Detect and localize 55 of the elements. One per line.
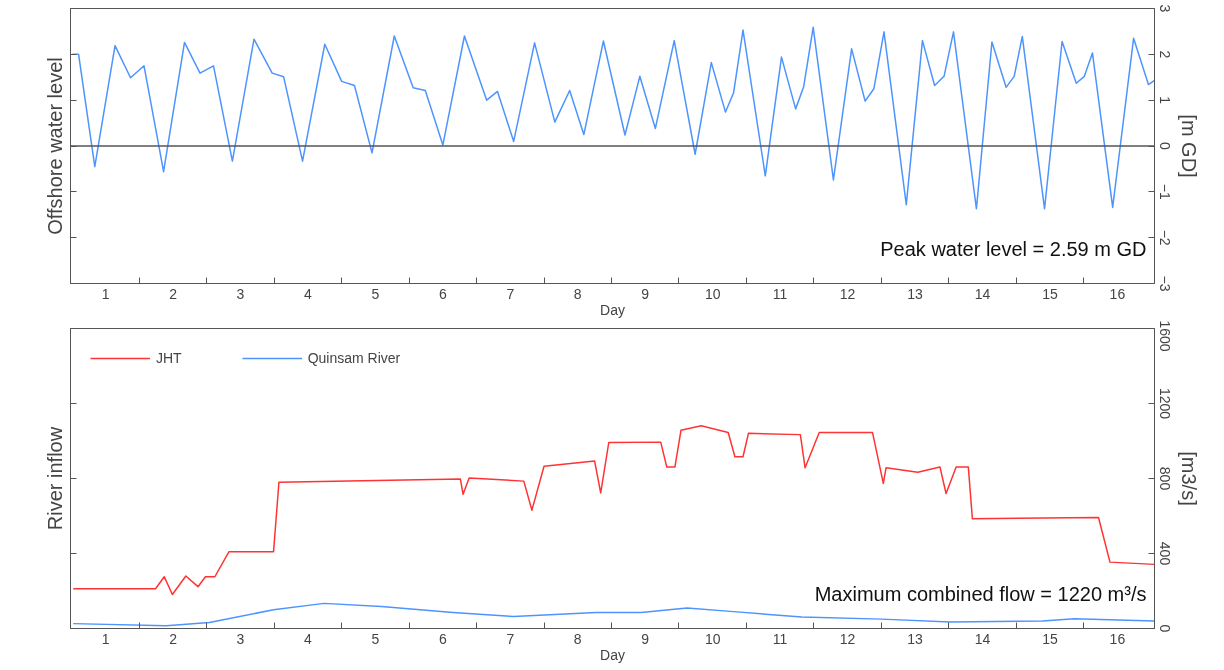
y-tick-label: −1 bbox=[1156, 183, 1173, 201]
x-tick-label: 1 bbox=[101, 630, 110, 647]
legend-label: JHT bbox=[156, 350, 182, 366]
x-tick-label: 5 bbox=[371, 630, 380, 647]
y-tick-label: 0 bbox=[1156, 624, 1173, 633]
x-tick-label: 8 bbox=[573, 285, 582, 302]
y-axis-title: River inflow bbox=[43, 426, 66, 531]
x-tick-label: 8 bbox=[573, 630, 582, 647]
x-axis-title: Day bbox=[600, 301, 625, 318]
y-tick-label: 800 bbox=[1156, 466, 1173, 491]
x-tick-label: 11 bbox=[772, 630, 788, 647]
y-tick-label: 3 bbox=[1156, 4, 1173, 13]
x-tick-label: 16 bbox=[1109, 285, 1126, 302]
y-tick-label: 1 bbox=[1156, 96, 1173, 105]
x-tick-label: 16 bbox=[1109, 630, 1126, 647]
x-tick-label: 4 bbox=[304, 630, 313, 647]
x-tick-label: 9 bbox=[641, 630, 650, 647]
x-tick-label: 6 bbox=[438, 630, 447, 647]
y-tick-label: 1200 bbox=[1156, 387, 1173, 420]
y2-axis-title: [m GD] bbox=[1177, 114, 1200, 178]
x-tick-label: 14 bbox=[974, 285, 991, 302]
x-tick-label: 2 bbox=[169, 630, 178, 647]
x-tick-label: 13 bbox=[907, 630, 924, 647]
y-tick-label: −2 bbox=[1156, 229, 1173, 246]
x-tick-label: 3 bbox=[236, 285, 245, 302]
x-tick-label: 13 bbox=[907, 285, 924, 302]
x-axis-title: Day bbox=[600, 646, 625, 663]
y-tick-label: 1600 bbox=[1156, 320, 1173, 352]
x-tick-label: 10 bbox=[704, 630, 721, 647]
y-axis-title: Offshore water level bbox=[43, 57, 66, 235]
x-tick-label: 10 bbox=[704, 285, 721, 302]
annotation: Peak water level = 2.59 m GD bbox=[880, 237, 1147, 260]
y2-axis-title: [m3/s] bbox=[1177, 451, 1200, 506]
y-tick-label: −3 bbox=[1156, 275, 1173, 292]
x-tick-label: 14 bbox=[974, 630, 991, 647]
y-tick-label: 400 bbox=[1156, 541, 1173, 566]
y-tick-label: 0 bbox=[1156, 142, 1173, 151]
x-tick-label: 2 bbox=[169, 285, 178, 302]
x-tick-label: 3 bbox=[236, 630, 245, 647]
x-tick-label: 11 bbox=[772, 285, 788, 302]
line-series bbox=[72, 602, 1155, 627]
x-tick-label: 12 bbox=[839, 285, 856, 302]
annotation: Maximum combined flow = 1220 m³/s bbox=[814, 582, 1147, 605]
x-tick-label: 1 bbox=[101, 285, 110, 302]
x-tick-label: 12 bbox=[839, 630, 856, 647]
x-tick-label: 5 bbox=[371, 285, 380, 302]
legend-label: Quinsam River bbox=[307, 350, 401, 366]
x-tick-label: 7 bbox=[506, 630, 515, 647]
x-tick-label: 4 bbox=[304, 285, 313, 302]
y-tick-label: 2 bbox=[1156, 50, 1173, 59]
x-tick-label: 15 bbox=[1042, 630, 1058, 647]
x-tick-label: 6 bbox=[438, 285, 447, 302]
x-tick-label: 9 bbox=[641, 285, 650, 302]
x-tick-label: 15 bbox=[1042, 285, 1058, 302]
x-tick-label: 7 bbox=[506, 285, 515, 302]
